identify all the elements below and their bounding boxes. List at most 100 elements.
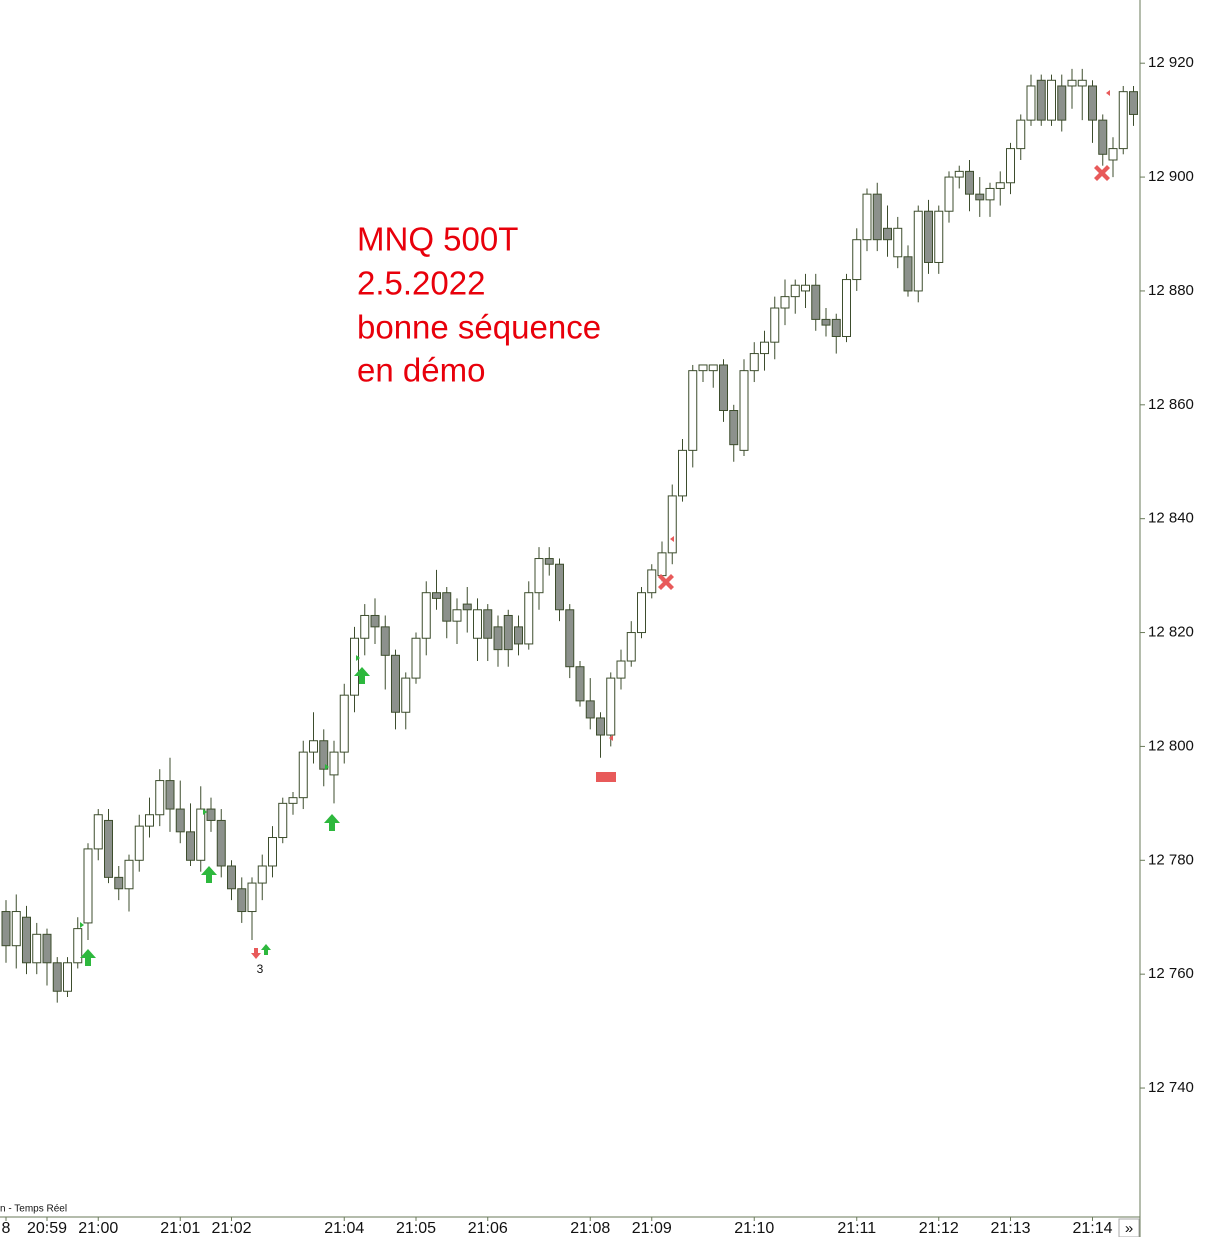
candle-body xyxy=(216,819,226,867)
candle-body xyxy=(165,780,175,810)
candle-body xyxy=(954,170,964,178)
candle-body xyxy=(729,410,739,446)
candle-body xyxy=(1088,85,1097,121)
candle-body xyxy=(319,740,329,770)
y-tick-label: 12 800 xyxy=(1148,737,1194,754)
candle-body xyxy=(473,609,482,639)
candle-body xyxy=(801,284,810,292)
y-tick-label: 12 760 xyxy=(1148,965,1194,982)
candle-body xyxy=(42,933,52,964)
candle-body xyxy=(811,284,821,320)
exit-cross xyxy=(658,574,674,590)
candle-body xyxy=(1118,91,1128,150)
candle-body xyxy=(32,933,42,964)
note-line: bonne séquence xyxy=(357,309,601,346)
candle-body xyxy=(247,882,257,913)
x-tick-label: 21:01 xyxy=(160,1220,200,1237)
candle-body xyxy=(780,296,790,309)
candle-body xyxy=(196,808,206,861)
x-tick-label: 21:09 xyxy=(632,1220,672,1237)
scroll-button[interactable] xyxy=(1118,1218,1140,1237)
candle-body xyxy=(380,626,390,656)
candle-body xyxy=(22,916,31,964)
candle-body xyxy=(1077,79,1087,87)
signal-count: 3 xyxy=(257,962,264,976)
candle-body xyxy=(1057,85,1067,121)
candle-body xyxy=(749,353,759,372)
candle-body xyxy=(503,614,513,651)
candle-body xyxy=(667,495,677,554)
x-tick-label: 21:10 xyxy=(734,1220,774,1237)
candle-body xyxy=(257,865,267,884)
fill-marker xyxy=(80,922,84,928)
scroll-button-label[interactable]: » xyxy=(1125,1220,1133,1237)
candle-body xyxy=(421,592,431,639)
buy-arrow xyxy=(354,667,370,684)
candle-body xyxy=(63,962,72,992)
candle-body xyxy=(852,239,862,281)
candle-body xyxy=(493,626,503,651)
candle-body xyxy=(83,848,93,924)
candle-body xyxy=(862,193,872,241)
fill-marker xyxy=(356,655,360,661)
candle-body xyxy=(104,819,113,878)
candle-body xyxy=(913,210,923,292)
x-tick-label: 21:08 xyxy=(570,1220,610,1237)
buy-arrow xyxy=(324,814,340,831)
y-tick-label: 12 820 xyxy=(1148,624,1194,641)
candle-body xyxy=(924,210,933,263)
signals xyxy=(80,90,1110,966)
candle-body xyxy=(452,609,462,622)
x-tick-label: 21:14 xyxy=(1072,1220,1112,1237)
fill-marker xyxy=(670,536,674,542)
candle-body xyxy=(1036,79,1046,121)
candle-body xyxy=(831,318,841,337)
status-text: n - Temps Réel xyxy=(0,1204,67,1215)
sell-arrow xyxy=(251,948,261,959)
candle-body xyxy=(155,780,165,816)
candle-body xyxy=(298,751,308,799)
candle-body xyxy=(288,797,298,804)
candle-body xyxy=(1026,85,1036,121)
candle-body xyxy=(606,677,616,736)
candle-body xyxy=(647,569,657,594)
x-tick-label: 20:59 xyxy=(27,1220,67,1237)
candle-body xyxy=(1108,148,1118,161)
note-line: MNQ 500T xyxy=(357,221,518,258)
candle-body xyxy=(944,176,954,212)
candle-body xyxy=(760,341,769,355)
candle-body xyxy=(616,660,626,679)
x-tick-label: 21:11 xyxy=(837,1220,876,1237)
buy-arrow xyxy=(261,944,271,955)
candle-body xyxy=(370,614,380,628)
x-tick-label: 21:04 xyxy=(324,1220,364,1237)
candle-body xyxy=(1006,148,1015,184)
fill-marker xyxy=(203,809,207,815)
note-line: 2.5.2022 xyxy=(357,265,485,302)
candle-body xyxy=(872,193,882,241)
buy-arrow xyxy=(201,866,217,883)
x-tick-label: 21:06 xyxy=(468,1220,508,1237)
candle-body xyxy=(52,962,62,992)
candle-body xyxy=(442,592,452,622)
candle-body xyxy=(688,370,698,451)
candle-body xyxy=(186,831,195,861)
candle-body xyxy=(934,210,944,263)
stop-marker xyxy=(596,772,616,782)
candle-body xyxy=(555,563,564,611)
candle-body xyxy=(93,814,103,850)
candle-body xyxy=(985,187,995,201)
candle-body xyxy=(360,614,370,639)
y-tick-label: 12 900 xyxy=(1148,168,1194,185)
candle-body xyxy=(893,227,903,258)
buy-arrow xyxy=(80,949,96,966)
candle-body xyxy=(411,637,421,679)
candle-body xyxy=(391,654,400,713)
note-line: en démo xyxy=(357,352,485,389)
fill-marker xyxy=(325,764,329,770)
candle-body xyxy=(708,364,718,372)
candle-body xyxy=(124,859,134,890)
candle-body xyxy=(657,552,667,577)
candle-body xyxy=(596,717,605,736)
